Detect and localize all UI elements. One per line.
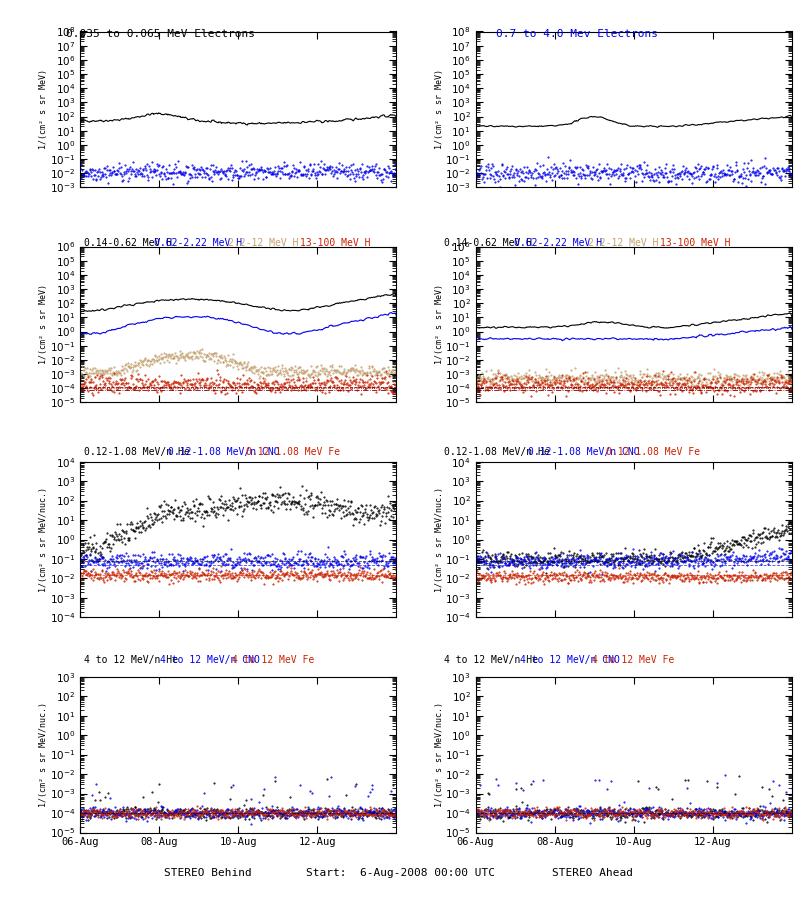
Text: 0.12-1.08 MeV/n CNO: 0.12-1.08 MeV/n CNO [528, 447, 640, 457]
Text: 0.035 to 0.065 MeV Electrons: 0.035 to 0.065 MeV Electrons [66, 29, 254, 39]
Text: 4 to 12 MeV/n He: 4 to 12 MeV/n He [444, 655, 538, 665]
Text: 0.7 to 4.0 Mev Electrons: 0.7 to 4.0 Mev Electrons [496, 29, 658, 39]
Text: 0.62-2.22 MeV H: 0.62-2.22 MeV H [514, 238, 602, 248]
Text: 4 to 12 MeV/n CNO: 4 to 12 MeV/n CNO [520, 655, 620, 665]
Y-axis label: 1/(cm² s sr MeV): 1/(cm² s sr MeV) [39, 69, 48, 149]
Text: 2.2-12 MeV H: 2.2-12 MeV H [588, 238, 658, 248]
Y-axis label: 1/(cm² s sr MeV): 1/(cm² s sr MeV) [434, 284, 444, 364]
Text: Start:  6-Aug-2008 00:00 UTC: Start: 6-Aug-2008 00:00 UTC [306, 868, 494, 878]
Text: STEREO Behind: STEREO Behind [164, 868, 252, 878]
Text: 4 to 12 MeV/n He: 4 to 12 MeV/n He [84, 655, 178, 665]
Text: 4 to 12 MeV Fe: 4 to 12 MeV Fe [592, 655, 674, 665]
Text: 0.12-1.08 MeV Fe: 0.12-1.08 MeV Fe [606, 447, 701, 457]
Text: 0.14-0.62 MeV H: 0.14-0.62 MeV H [444, 238, 532, 248]
Y-axis label: 1/(cm² s sr MeV): 1/(cm² s sr MeV) [435, 69, 444, 149]
Text: 13-100 MeV H: 13-100 MeV H [660, 238, 730, 248]
Y-axis label: 1/(cm² s sr MeV/nuc.): 1/(cm² s sr MeV/nuc.) [434, 487, 444, 592]
Y-axis label: 1/(cm² s sr MeV/nuc.): 1/(cm² s sr MeV/nuc.) [39, 487, 48, 592]
Text: STEREO Ahead: STEREO Ahead [551, 868, 633, 878]
Text: 0.62-2.22 MeV H: 0.62-2.22 MeV H [154, 238, 242, 248]
Text: 13-100 MeV H: 13-100 MeV H [300, 238, 370, 248]
Text: 4 to 12 MeV Fe: 4 to 12 MeV Fe [232, 655, 314, 665]
Y-axis label: 1/(cm² s sr MeV): 1/(cm² s sr MeV) [39, 284, 48, 364]
Text: 0.12-1.08 MeV/n He: 0.12-1.08 MeV/n He [84, 447, 190, 457]
Text: 0.12-1.08 MeV/n He: 0.12-1.08 MeV/n He [444, 447, 550, 457]
Text: 0.14-0.62 MeV H: 0.14-0.62 MeV H [84, 238, 172, 248]
Text: 0.12-1.08 MeV/n CNO: 0.12-1.08 MeV/n CNO [168, 447, 280, 457]
Y-axis label: 1/(cm² s sr MeV/nuc.): 1/(cm² s sr MeV/nuc.) [39, 702, 48, 807]
Text: 4 to 12 MeV/n CNO: 4 to 12 MeV/n CNO [160, 655, 260, 665]
Text: 2.2-12 MeV H: 2.2-12 MeV H [228, 238, 298, 248]
Text: 0.12-1.08 MeV Fe: 0.12-1.08 MeV Fe [246, 447, 341, 457]
Y-axis label: 1/(cm² s sr MeV/nuc.): 1/(cm² s sr MeV/nuc.) [434, 702, 444, 807]
